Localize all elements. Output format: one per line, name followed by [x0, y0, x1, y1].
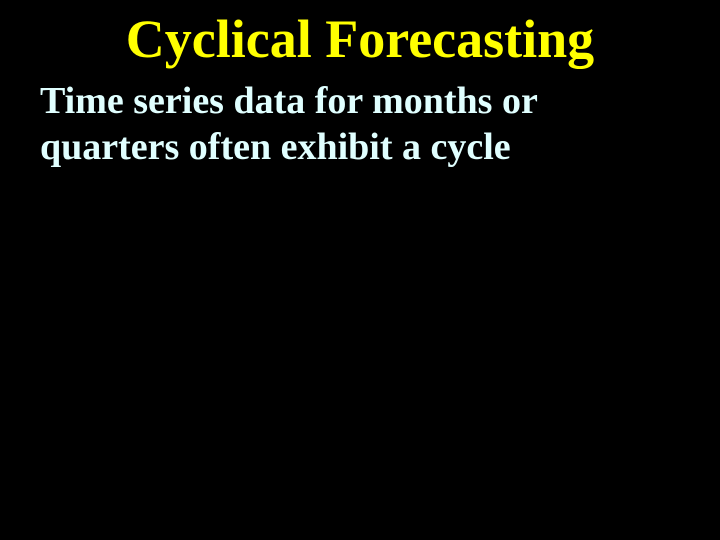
slide-body-text: Time series data for months or quarters … [0, 69, 720, 170]
slide-title: Cyclical Forecasting [0, 0, 720, 69]
slide: Cyclical Forecasting Time series data fo… [0, 0, 720, 540]
